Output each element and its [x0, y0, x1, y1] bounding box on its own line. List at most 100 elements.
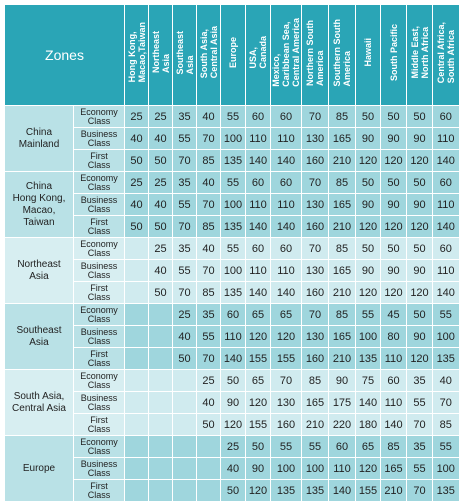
fare-value-cell: 160	[271, 414, 302, 436]
fare-value-cell: 100	[433, 326, 459, 348]
fare-value-cell: 140	[246, 282, 271, 304]
fare-value-cell: 100	[221, 194, 246, 216]
fare-value-cell: 55	[221, 106, 246, 128]
fare-value-cell: 70	[173, 282, 197, 304]
fare-value-cell: 155	[246, 348, 271, 370]
fare-value-cell: 60	[271, 106, 302, 128]
fare-value-cell: 160	[302, 150, 329, 172]
empty-cell	[173, 414, 197, 436]
empty-cell	[149, 436, 173, 458]
fare-value-cell: 60	[329, 436, 356, 458]
column-header: South Asia, Central Asia	[197, 5, 221, 106]
fare-value-cell: 65	[271, 304, 302, 326]
fare-value-cell: 70	[173, 216, 197, 238]
fare-value-cell: 60	[246, 238, 271, 260]
class-label: First Class	[74, 282, 125, 304]
fare-value-cell: 50	[356, 172, 381, 194]
fare-value-cell: 110	[433, 194, 459, 216]
fare-value-cell: 110	[381, 392, 407, 414]
fare-value-cell: 110	[246, 260, 271, 282]
fare-value-cell: 110	[271, 128, 302, 150]
fare-value-cell: 155	[246, 414, 271, 436]
empty-cell	[149, 326, 173, 348]
fare-value-cell: 110	[433, 260, 459, 282]
fare-value-cell: 180	[356, 414, 381, 436]
fare-value-cell: 120	[246, 480, 271, 501]
fare-value-cell: 110	[271, 194, 302, 216]
fare-value-cell: 100	[302, 458, 329, 480]
fare-value-cell: 120	[271, 326, 302, 348]
column-header-label: South Pacific	[389, 24, 399, 81]
class-label: First Class	[74, 216, 125, 238]
fare-value-cell: 40	[149, 128, 173, 150]
fare-value-cell: 60	[381, 370, 407, 392]
fare-value-cell: 55	[173, 194, 197, 216]
fare-value-cell: 35	[197, 304, 221, 326]
fare-value-cell: 130	[302, 128, 329, 150]
fare-value-cell: 50	[407, 106, 433, 128]
class-label: Economy Class	[74, 370, 125, 392]
fare-value-cell: 70	[433, 392, 459, 414]
class-label: First Class	[74, 348, 125, 370]
fare-value-cell: 50	[356, 106, 381, 128]
fare-value-cell: 165	[329, 128, 356, 150]
fare-value-cell: 85	[197, 150, 221, 172]
fare-value-cell: 90	[356, 128, 381, 150]
column-header: Southern South America	[329, 5, 356, 106]
fare-value-cell: 75	[356, 370, 381, 392]
fare-value-cell: 135	[433, 480, 459, 501]
fare-value-cell: 220	[329, 414, 356, 436]
fare-value-cell: 60	[433, 238, 459, 260]
fare-value-cell: 110	[381, 348, 407, 370]
fare-value-cell: 160	[302, 348, 329, 370]
class-label: First Class	[74, 414, 125, 436]
fare-value-cell: 90	[221, 392, 246, 414]
fare-value-cell: 50	[149, 282, 173, 304]
region-label: Northeast Asia	[5, 238, 74, 304]
fare-value-cell: 85	[381, 436, 407, 458]
empty-cell	[173, 370, 197, 392]
column-header: Central Africa, South Africa	[433, 5, 459, 106]
fare-value-cell: 100	[221, 128, 246, 150]
fare-value-cell: 70	[302, 238, 329, 260]
fare-value-cell: 40	[125, 194, 149, 216]
column-header-label: Hong Kong, Macao,Taiwan	[127, 22, 147, 82]
empty-cell	[125, 392, 149, 414]
fare-value-cell: 100	[356, 326, 381, 348]
class-label: First Class	[74, 150, 125, 172]
fare-value-cell: 140	[221, 348, 246, 370]
fare-value-cell: 55	[173, 128, 197, 150]
empty-cell	[125, 370, 149, 392]
fare-value-cell: 130	[302, 326, 329, 348]
fare-value-cell: 80	[381, 326, 407, 348]
fare-value-cell: 50	[149, 216, 173, 238]
fare-value-cell: 110	[246, 128, 271, 150]
class-label: Economy Class	[74, 238, 125, 260]
class-label: Economy Class	[74, 304, 125, 326]
fare-value-cell: 35	[407, 436, 433, 458]
empty-cell	[125, 282, 149, 304]
fare-value-cell: 90	[356, 260, 381, 282]
fare-value-cell: 25	[149, 238, 173, 260]
fare-value-cell: 100	[433, 458, 459, 480]
column-header: Northeast Asia	[149, 5, 173, 106]
fare-value-cell: 85	[329, 238, 356, 260]
fare-value-cell: 210	[329, 282, 356, 304]
column-header-label: USA, Canada	[248, 36, 268, 69]
region-label: China Mainland	[5, 106, 74, 172]
fare-value-cell: 70	[271, 370, 302, 392]
class-label: Economy Class	[74, 172, 125, 194]
fare-value-cell: 70	[302, 106, 329, 128]
empty-cell	[149, 458, 173, 480]
fare-value-cell: 70	[173, 150, 197, 172]
fare-value-cell: 40	[149, 194, 173, 216]
fare-value-cell: 60	[271, 238, 302, 260]
fare-value-cell: 90	[246, 458, 271, 480]
fare-value-cell: 160	[302, 282, 329, 304]
